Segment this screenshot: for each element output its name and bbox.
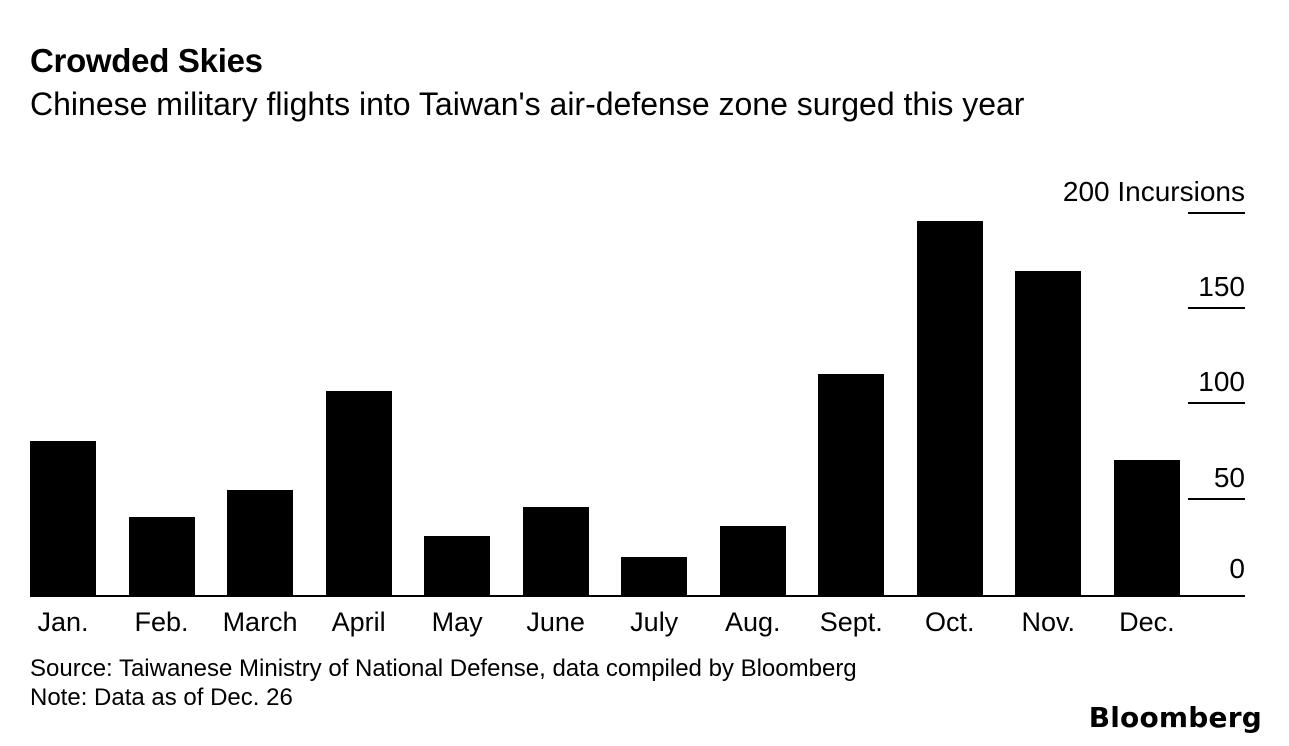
chart-title: Crowded Skies xyxy=(30,42,263,79)
y-tick-line-50 xyxy=(1188,497,1245,500)
bar-may xyxy=(424,535,491,595)
x-tick-april: April xyxy=(326,607,392,638)
bar-feb xyxy=(128,516,195,595)
x-tick-label-dec: Dec. xyxy=(1119,606,1175,637)
y-tick-label-150: 150 xyxy=(1198,270,1245,302)
x-tick-may: May xyxy=(424,607,490,638)
footer-notes: Source: Taiwanese Ministry of National D… xyxy=(30,654,1245,713)
bar-july xyxy=(621,556,688,595)
x-tick-label-june: June xyxy=(526,606,585,637)
x-tick-july: July xyxy=(621,607,687,638)
y-tick-line-100 xyxy=(1188,401,1245,404)
x-tick-jan: Jan. xyxy=(30,607,96,638)
bar-june xyxy=(522,506,589,595)
x-tick-june: June xyxy=(523,607,589,638)
x-tick-label-may: May xyxy=(431,606,483,637)
bar-march xyxy=(227,489,294,595)
bar-chart: 0 50 100 150 200 Incursions xyxy=(30,176,1245,597)
bar-jan xyxy=(30,440,96,595)
x-tick-nov: Nov. xyxy=(1015,607,1081,638)
x-tick-label-sept: Sept. xyxy=(819,606,883,637)
y-tick-150: 150 xyxy=(1188,270,1245,309)
y-tick-100: 100 xyxy=(1188,365,1245,404)
note-text: Note: Data as of Dec. 26 xyxy=(30,683,293,711)
y-tick-50: 50 xyxy=(1188,461,1245,500)
chart-subtitle: Chinese military flights into Taiwan's a… xyxy=(30,85,1025,122)
bar-oct xyxy=(916,220,983,595)
y-tick-0: 0 xyxy=(1229,552,1245,589)
x-tick-label-april: April xyxy=(331,606,386,637)
x-tick-oct: Oct. xyxy=(917,607,983,638)
bar-sept xyxy=(818,373,885,595)
bar-dec xyxy=(1113,459,1180,595)
x-tick-label-aug: Aug. xyxy=(724,606,781,637)
y-tick-label-100: 100 xyxy=(1198,365,1245,397)
x-tick-sept: Sept. xyxy=(818,607,884,638)
y-tick-line-150 xyxy=(1188,306,1245,309)
bars-area xyxy=(30,185,1180,595)
x-tick-feb: Feb. xyxy=(129,607,195,638)
y-tick-line-200 xyxy=(1188,211,1245,214)
x-tick-label-oct: Oct. xyxy=(925,606,975,637)
bar-nov xyxy=(1015,270,1082,595)
x-tick-dec: Dec. xyxy=(1114,607,1180,638)
x-tick-aug: Aug. xyxy=(720,607,786,638)
x-tick-label-nov: Nov. xyxy=(1021,606,1076,637)
bar-april xyxy=(325,390,392,595)
x-tick-label-march: March xyxy=(222,606,298,637)
source-text: Source: Taiwanese Ministry of National D… xyxy=(30,654,857,682)
y-tick-label-50: 50 xyxy=(1213,461,1245,493)
x-tick-label-july: July xyxy=(630,606,679,637)
bar-aug xyxy=(719,525,786,595)
y-tick-label-0: 0 xyxy=(1229,552,1245,584)
x-tick-label-jan: Jan. xyxy=(37,606,89,637)
x-tick-label-feb: Feb. xyxy=(134,606,189,637)
bloomberg-logo: Bloomberg xyxy=(1088,701,1262,734)
x-tick-march: March xyxy=(223,607,298,638)
x-axis-labels: Jan. Feb. March April May June July Aug. Sept. Oc… xyxy=(30,607,1180,638)
